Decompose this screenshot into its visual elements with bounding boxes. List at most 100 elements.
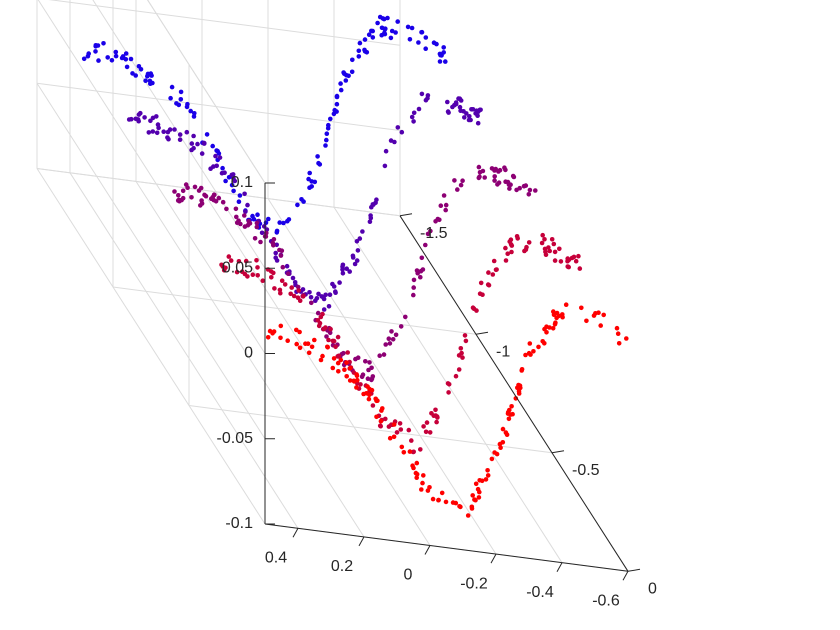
data-point [508, 182, 513, 187]
data-point [198, 185, 204, 191]
data-point [477, 174, 482, 179]
data-point [429, 411, 434, 416]
data-point [319, 294, 325, 299]
data-point [463, 338, 469, 344]
data-point [398, 427, 404, 432]
data-point [477, 291, 483, 297]
data-point [425, 231, 431, 237]
data-point [291, 293, 297, 299]
data-point [309, 179, 315, 184]
data-point [295, 202, 300, 208]
data-point [370, 403, 376, 408]
x-tick-mark [424, 545, 431, 555]
data-point [220, 165, 225, 171]
data-point [351, 378, 357, 384]
data-point [496, 169, 501, 174]
data-point [366, 32, 372, 37]
data-point [211, 192, 217, 197]
y-tick-mark [475, 331, 489, 335]
data-point [433, 413, 439, 418]
data-point [465, 513, 471, 518]
data-point [123, 51, 129, 56]
y-axis-line [399, 215, 629, 572]
data-point [331, 338, 337, 344]
data-point [251, 216, 257, 222]
data-point [344, 374, 350, 379]
data-point [264, 227, 270, 232]
data-point [393, 332, 399, 338]
data-point [192, 111, 197, 116]
data-point [312, 337, 317, 343]
data-point [399, 129, 405, 135]
data-point [243, 258, 249, 264]
data-point [437, 59, 443, 64]
tick-labels: 0.4 0.2 0 -0.2 -0.4 -0.6 0 -0.5 -1 -1.5 -0.1 -0.05 0… [217, 174, 657, 609]
data-point [271, 243, 276, 248]
data-point [624, 336, 629, 341]
data-point [148, 118, 153, 124]
data-point [551, 312, 557, 318]
data-point [354, 239, 360, 244]
data-point [503, 245, 508, 251]
data-point [95, 43, 101, 48]
data-point [325, 344, 330, 350]
data-point [556, 313, 562, 319]
data-point [176, 193, 181, 198]
data-point [485, 473, 491, 478]
data-point [323, 292, 329, 298]
data-point [213, 153, 218, 159]
data-point [245, 202, 250, 208]
data-point [531, 349, 536, 354]
data-point [464, 111, 469, 116]
data-point [138, 67, 144, 72]
data-point [453, 500, 459, 506]
data-point [335, 334, 341, 340]
data-point [252, 236, 258, 241]
data-point [540, 339, 545, 344]
data-point [523, 183, 529, 188]
data-point [368, 215, 374, 221]
data-point [236, 199, 242, 204]
data-point [250, 272, 256, 278]
data-point [269, 275, 274, 280]
data-point [389, 28, 395, 34]
data-point [544, 330, 549, 335]
data-point [202, 192, 207, 198]
data-point [446, 110, 451, 115]
data-point [178, 89, 184, 95]
data-point [496, 180, 502, 185]
y-tick-mark [551, 450, 565, 454]
data-point [315, 318, 321, 323]
data-point [392, 139, 397, 145]
y-tick-label: -0.5 [572, 462, 600, 479]
data-point [467, 114, 472, 119]
data-point [318, 314, 324, 320]
data-point [326, 337, 331, 343]
data-point [476, 495, 482, 500]
data-point [526, 192, 532, 197]
data-point [255, 265, 260, 270]
data-point [222, 170, 227, 175]
data-point [326, 122, 331, 128]
data-point [199, 151, 205, 156]
x-tick-label: 0.2 [331, 558, 353, 575]
data-point [93, 49, 98, 54]
data-point [357, 40, 363, 46]
data-point [224, 206, 229, 212]
data-point [399, 444, 405, 450]
data-point [457, 104, 463, 110]
data-point [255, 273, 260, 278]
x-tick-mark [490, 553, 497, 564]
data-point [486, 282, 492, 288]
data-point [482, 175, 488, 180]
data-point [439, 490, 445, 496]
grid-line [36, 168, 266, 525]
data-point [523, 352, 528, 358]
data-point [343, 78, 349, 83]
data-point [367, 360, 372, 365]
data-point [352, 261, 358, 267]
data-point [536, 344, 541, 350]
data-point [215, 148, 220, 154]
data-point [434, 41, 439, 47]
data-point [394, 430, 400, 435]
